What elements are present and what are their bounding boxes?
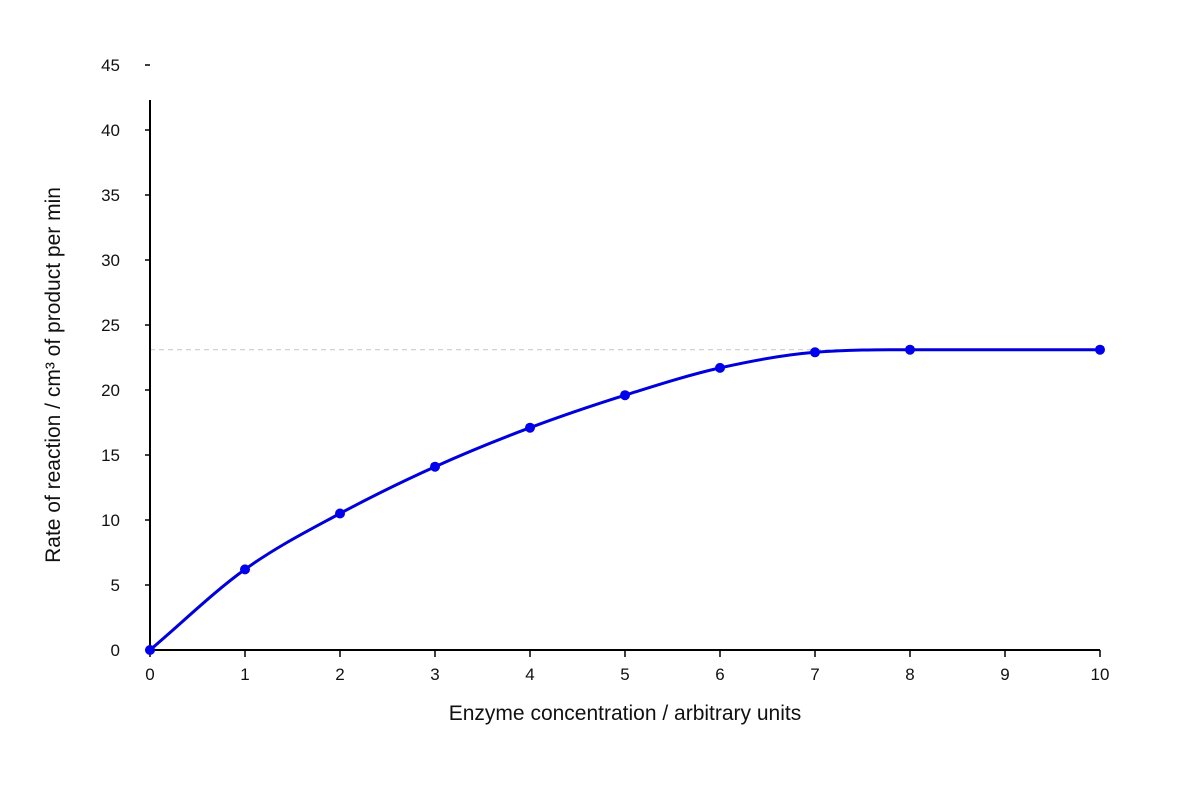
data-point — [430, 461, 440, 472]
x-tick-label: 1 — [240, 665, 249, 684]
y-tick-label: 0 — [111, 641, 120, 660]
data-point — [620, 390, 630, 401]
series-line — [149, 348, 1100, 652]
y-tick-label: 10 — [101, 511, 120, 530]
y-tick-label: 40 — [101, 121, 120, 140]
x-tick-label: 9 — [1000, 665, 1009, 684]
x-tick-label: 10 — [1091, 665, 1110, 684]
x-tick-label: 7 — [810, 665, 819, 684]
y-tick-label: 25 — [101, 316, 120, 335]
data-point — [240, 564, 250, 575]
y-tick-label: 45 — [101, 56, 120, 75]
data-point — [1095, 344, 1105, 355]
y-tick-label: 20 — [101, 381, 120, 400]
series-layer — [145, 344, 1105, 655]
y-tick-label: 5 — [111, 576, 120, 595]
axes — [145, 64, 1101, 657]
data-point — [335, 508, 345, 519]
y-tick-label: 30 — [101, 251, 120, 270]
y-tick-label: 35 — [101, 186, 120, 205]
x-tick-label: 0 — [145, 665, 154, 684]
data-point — [715, 362, 725, 373]
x-tick-label: 3 — [430, 665, 439, 684]
data-point — [525, 422, 535, 433]
x-tick-label: 6 — [715, 665, 724, 684]
x-tick-label: 5 — [620, 665, 629, 684]
y-tick-label: 15 — [101, 446, 120, 465]
x-axis-title: Enzyme concentration / arbitrary units — [449, 702, 802, 725]
data-point — [905, 344, 915, 355]
x-tick-label: 2 — [335, 665, 344, 684]
data-point — [810, 347, 820, 358]
data-point — [145, 645, 155, 655]
y-axis-title: Rate of reaction / cm³ of product per mi… — [42, 187, 65, 563]
x-tick-label: 4 — [525, 665, 534, 684]
x-tick-label: 8 — [905, 665, 914, 684]
